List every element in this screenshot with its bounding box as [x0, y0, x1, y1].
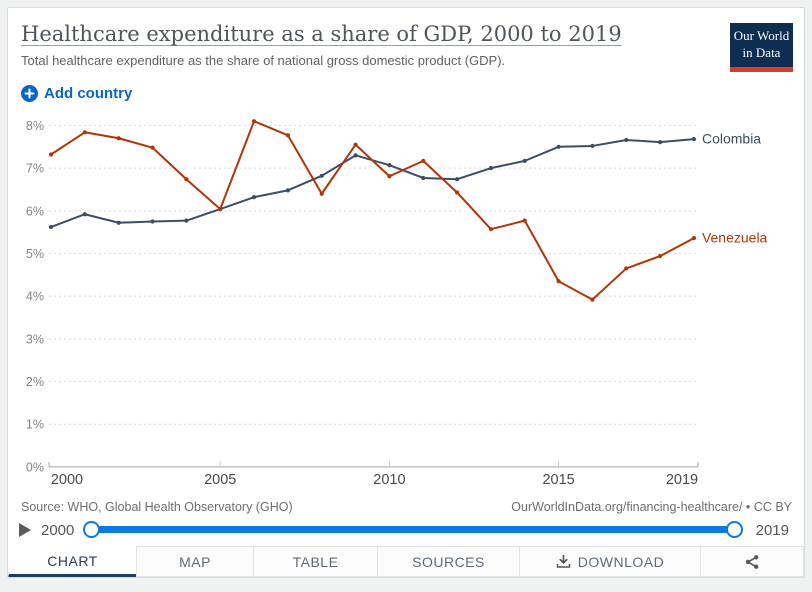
- tab-share[interactable]: [700, 546, 804, 577]
- y-axis-tick-label: 8%: [26, 119, 44, 133]
- owid-logo-red-bar: [730, 66, 793, 72]
- venezuela-point[interactable]: [556, 279, 561, 284]
- colombia-point[interactable]: [522, 158, 527, 163]
- colombia-line[interactable]: [50, 138, 695, 228]
- timeline-slider[interactable]: [83, 521, 743, 539]
- venezuela-point[interactable]: [658, 253, 663, 259]
- venezuela-point[interactable]: [691, 236, 697, 241]
- tab-map-label: MAP: [179, 553, 211, 570]
- y-axis-tick-label: 0%: [26, 460, 44, 474]
- play-icon: [18, 522, 32, 538]
- y-axis-tick-label: 4%: [26, 290, 44, 304]
- colombia-point[interactable]: [488, 166, 494, 171]
- venezuela-point[interactable]: [218, 207, 223, 212]
- venezuela-point[interactable]: [251, 119, 257, 124]
- y-axis-tick-label: 3%: [26, 332, 44, 346]
- source-text: Source: WHO, Global Health Observatory (…: [21, 500, 293, 514]
- x-axis-tick-label: 2019: [666, 472, 698, 488]
- venezuela-point[interactable]: [488, 227, 494, 232]
- download-icon: [556, 554, 571, 569]
- venezuela-point[interactable]: [285, 133, 290, 138]
- tab-bar: CHART MAP TABLE SOURCES DOWNLOAD: [8, 546, 804, 577]
- x-axis-tick-label: 2000: [51, 472, 83, 488]
- colombia-point[interactable]: [82, 212, 87, 217]
- timeline: 2000 2019: [18, 517, 789, 543]
- tab-chart[interactable]: CHART: [8, 546, 137, 577]
- tab-download-label: DOWNLOAD: [577, 553, 665, 570]
- venezuela-point[interactable]: [184, 177, 189, 182]
- chart-title[interactable]: Healthcare expenditure as a share of GDP…: [21, 22, 622, 46]
- colombia-point[interactable]: [48, 224, 54, 230]
- venezuela-label: Venezuela: [702, 230, 768, 246]
- colombia-point[interactable]: [658, 140, 663, 145]
- venezuela-point[interactable]: [624, 266, 629, 271]
- license-text: CC BY: [753, 500, 792, 514]
- owid-link[interactable]: OurWorldInData.org/financing-healthcare/: [511, 500, 743, 514]
- venezuela-point[interactable]: [454, 190, 460, 195]
- timeline-start-handle[interactable]: [83, 521, 101, 538]
- tab-download[interactable]: DOWNLOAD: [519, 546, 701, 577]
- tab-table-label: TABLE: [292, 553, 339, 570]
- chart-subtitle: Total healthcare expenditure as the shar…: [21, 53, 506, 68]
- timeline-end-handle[interactable]: [725, 521, 743, 538]
- venezuela-line[interactable]: [50, 120, 695, 301]
- colombia-point[interactable]: [454, 177, 460, 182]
- play-button[interactable]: [18, 522, 32, 538]
- timeline-end-label: 2019: [755, 521, 789, 539]
- timeline-track[interactable]: [85, 526, 741, 533]
- owid-logo-line2: in Data: [742, 44, 781, 60]
- y-axis-tick-label: 6%: [26, 204, 44, 218]
- footer-separator: •: [745, 500, 751, 514]
- colombia-point[interactable]: [556, 144, 561, 149]
- x-axis-tick-label: 2005: [204, 472, 236, 488]
- venezuela-point[interactable]: [319, 191, 324, 196]
- tab-table[interactable]: TABLE: [253, 546, 378, 577]
- colombia-point[interactable]: [421, 175, 426, 181]
- plus-circle-icon: [21, 85, 38, 102]
- colombia-point[interactable]: [353, 153, 358, 158]
- venezuela-point[interactable]: [116, 136, 121, 141]
- colombia-point[interactable]: [251, 195, 257, 200]
- add-country-button[interactable]: Add country: [21, 85, 132, 102]
- x-axis-tick-label: 2015: [542, 472, 574, 488]
- tab-map[interactable]: MAP: [136, 546, 254, 577]
- venezuela-point[interactable]: [387, 174, 392, 179]
- colombia-point[interactable]: [624, 137, 629, 143]
- venezuela-point[interactable]: [150, 145, 155, 150]
- tab-chart-label: CHART: [47, 552, 98, 569]
- footer-right: OurWorldInData.org/financing-healthcare/…: [511, 500, 792, 514]
- y-axis-tick-label: 7%: [26, 162, 44, 176]
- y-axis-tick-label: 2%: [26, 375, 44, 389]
- grapher-card: Healthcare expenditure as a share of GDP…: [7, 7, 805, 578]
- venezuela-point[interactable]: [82, 130, 87, 135]
- colombia-point[interactable]: [590, 143, 595, 149]
- chart-header: Healthcare expenditure as a share of GDP…: [21, 22, 712, 68]
- y-axis-tick-label: 5%: [26, 247, 44, 261]
- owid-logo-line1: Our World: [733, 28, 790, 43]
- colombia-point[interactable]: [285, 188, 290, 193]
- share-icon: [744, 554, 760, 570]
- add-country-label: Add country: [44, 85, 133, 102]
- colombia-point[interactable]: [319, 173, 324, 178]
- colombia-point[interactable]: [387, 163, 392, 168]
- colombia-point[interactable]: [116, 220, 121, 225]
- colombia-label: Colombia: [702, 131, 761, 147]
- venezuela-point[interactable]: [48, 152, 54, 157]
- colombia-point[interactable]: [691, 137, 697, 142]
- line-chart: 0% 1% 2% 3% 4% 5% 6% 7% 8% 2000 2005 2010 2015 2019 Co…: [26, 119, 768, 488]
- timeline-start-label: 2000: [41, 521, 75, 539]
- x-axis-tick-label: 2010: [373, 472, 405, 488]
- colombia-point[interactable]: [150, 219, 155, 224]
- venezuela-point[interactable]: [522, 218, 527, 223]
- venezuela-point[interactable]: [421, 158, 426, 163]
- venezuela-point[interactable]: [590, 297, 595, 302]
- tab-sources[interactable]: SOURCES: [377, 546, 520, 577]
- venezuela-point[interactable]: [353, 142, 358, 147]
- colombia-point[interactable]: [184, 218, 189, 223]
- chart-footer: Source: WHO, Global Health Observatory (…: [21, 500, 792, 514]
- tab-sources-label: SOURCES: [412, 553, 485, 570]
- owid-logo[interactable]: Our World in Data: [730, 23, 793, 72]
- y-axis-tick-label: 1%: [26, 418, 44, 432]
